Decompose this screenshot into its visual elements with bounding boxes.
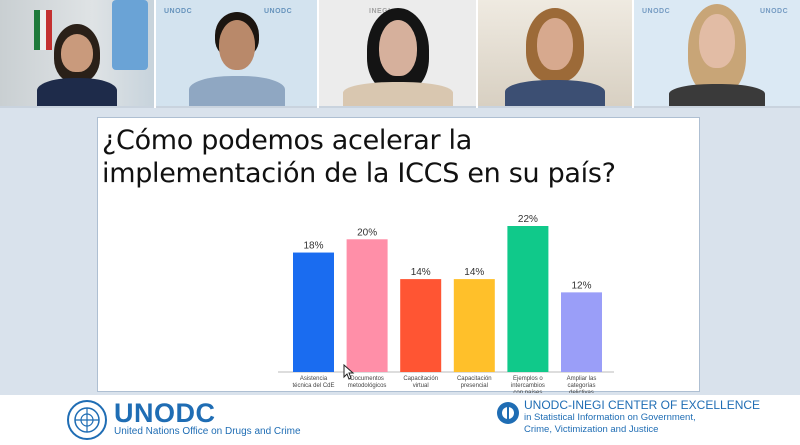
avatar: [218, 20, 255, 70]
bar-4: [453, 279, 495, 372]
bar-6: [561, 292, 602, 372]
bar-1: [293, 252, 334, 372]
org-badge: INEGI: [369, 8, 391, 15]
participant-video-1[interactable]: [0, 0, 154, 108]
participant-video-2[interactable]: UNODC UNODC: [156, 0, 317, 108]
coe-subtitle-line-1: in Statistical Information on Government…: [524, 412, 696, 423]
org-badge: UNODC: [164, 8, 193, 15]
category-label: técnica del CdE: [292, 383, 334, 389]
category-label: Capacitación: [403, 376, 438, 382]
category-label: Documentos: [350, 376, 384, 382]
category-label: categorías: [567, 383, 595, 389]
flag-icon: [112, 0, 148, 70]
avatar: [699, 14, 735, 68]
shared-screen: ¿Cómo podemos acelerar la implementación…: [0, 108, 800, 395]
un-emblem-icon: [67, 400, 107, 440]
category-label: Asistencia: [300, 376, 328, 382]
bar-value-label: 20%: [357, 227, 377, 238]
category-label: Ampliar las: [567, 376, 597, 382]
participant-strip: UNODC UNODC INEGI UNODC UNODC: [0, 0, 800, 108]
bar-value-label: 14%: [411, 267, 431, 278]
bar-value-label: 14%: [464, 267, 484, 278]
coe-logo-icon: [497, 402, 519, 424]
unodc-subtitle: United Nations Office on Drugs and Crime: [114, 426, 301, 437]
category-label: delictivas: [569, 390, 594, 393]
category-label: presencial: [461, 383, 488, 389]
presentation-slide: ¿Cómo podemos acelerar la implementación…: [97, 117, 700, 393]
bar-value-label: 18%: [303, 241, 323, 252]
coe-subtitle-line-2: Crime, Victimization and Justice: [524, 424, 659, 435]
participant-video-4[interactable]: [478, 0, 632, 108]
avatar: [537, 18, 573, 70]
category-label: intercambios: [511, 383, 545, 389]
footer: UNODC United Nations Office on Drugs and…: [0, 395, 800, 445]
participant-video-3[interactable]: INEGI: [319, 0, 476, 108]
flag-icon: [34, 10, 52, 50]
bar-value-label: 12%: [571, 280, 591, 291]
bar-3: [400, 279, 442, 372]
mouse-cursor-icon: [343, 364, 355, 380]
participant-video-5[interactable]: UNODC UNODC: [634, 0, 800, 108]
category-label: Ejemplos o: [513, 376, 543, 382]
avatar: [61, 34, 93, 72]
avatar: [378, 20, 417, 76]
category-label: metodológicos: [348, 383, 387, 389]
category-label: con países: [513, 390, 542, 393]
bar-5: [507, 226, 549, 372]
org-badge: UNODC: [760, 8, 789, 15]
org-badge: UNODC: [642, 8, 671, 15]
slide-title: ¿Cómo podemos acelerar la implementación…: [102, 125, 616, 189]
bar-2: [346, 239, 388, 372]
coe-title: UNODC-INEGI CENTER OF EXCELLENCE: [524, 398, 761, 412]
org-badge: UNODC: [264, 8, 293, 15]
category-label: Capacitación: [457, 376, 492, 382]
unodc-wordmark: UNODC: [114, 398, 216, 428]
category-label: virtual: [413, 383, 429, 389]
bar-value-label: 22%: [518, 214, 538, 225]
